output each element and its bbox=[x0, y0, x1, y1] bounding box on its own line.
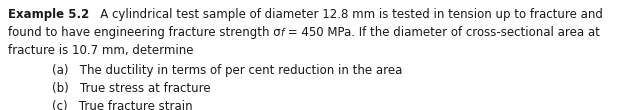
Text: (b)   True stress at fracture: (b) True stress at fracture bbox=[52, 82, 211, 95]
Text: fracture is 10.7 mm, determine: fracture is 10.7 mm, determine bbox=[8, 44, 193, 57]
Text: Example 5.2: Example 5.2 bbox=[8, 8, 90, 21]
Text: A cylindrical test sample of diameter 12.8 mm is tested in tension up to fractur: A cylindrical test sample of diameter 12… bbox=[90, 8, 603, 21]
Text: = 450 MPa. If the diameter of cross-sectional area at: = 450 MPa. If the diameter of cross-sect… bbox=[284, 26, 600, 39]
Text: (c)   True fracture strain: (c) True fracture strain bbox=[52, 100, 193, 110]
Text: found to have engineering fracture strength σ: found to have engineering fracture stren… bbox=[8, 26, 281, 39]
Text: f: f bbox=[281, 28, 284, 38]
Text: (a)   The ductility in terms of per cent reduction in the area: (a) The ductility in terms of per cent r… bbox=[52, 64, 402, 77]
